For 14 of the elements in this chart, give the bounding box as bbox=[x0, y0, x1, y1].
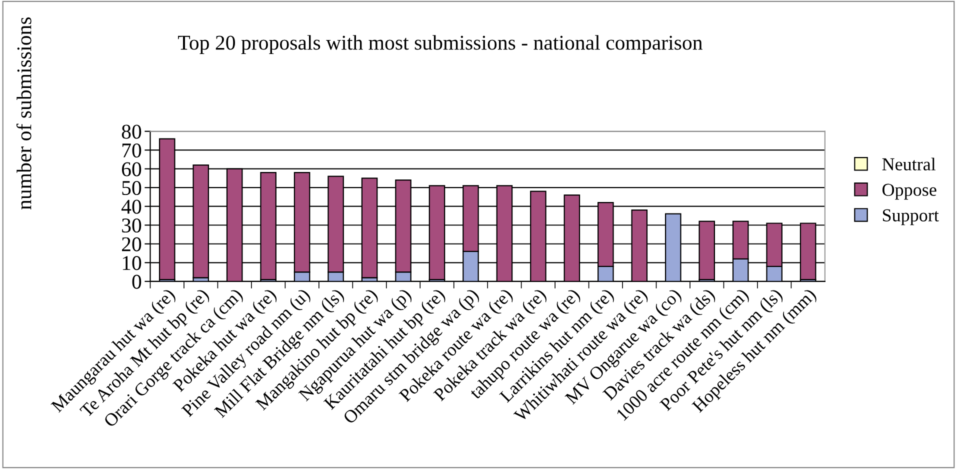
y-tick-label: 60 bbox=[122, 162, 142, 176]
y-axis-title: number of submissions bbox=[16, 17, 32, 210]
y-tick-label: 40 bbox=[121, 200, 142, 214]
legend-label: Neutral bbox=[882, 158, 936, 170]
y-tick-label: 80 bbox=[122, 124, 142, 139]
y-tick-label: 50 bbox=[122, 180, 142, 196]
chart-title: Top 20 proposals with most submissions - national comparison bbox=[178, 35, 702, 54]
legend-label: Oppose bbox=[882, 184, 936, 200]
y-tick-label: 20 bbox=[122, 237, 142, 252]
y-tick-label: 0 bbox=[132, 274, 142, 289]
y-tick-label: 70 bbox=[122, 143, 142, 158]
y-tick-label: 10 bbox=[122, 256, 142, 270]
y-tick-label: 30 bbox=[122, 218, 142, 233]
legend-label: Support bbox=[882, 209, 939, 226]
